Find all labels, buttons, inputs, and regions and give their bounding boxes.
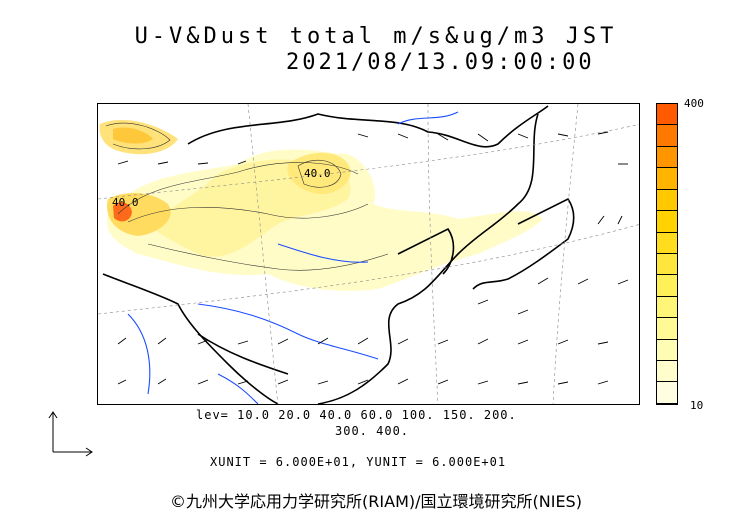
chart-datetime: 2021/08/13.09:00:00 — [286, 50, 595, 75]
colorbar-swatch — [657, 339, 677, 362]
chart-title: U-V&Dust total m/s&ug/m3 JST — [134, 24, 618, 49]
colorbar — [656, 103, 678, 405]
wind-vectors — [117, 131, 629, 385]
colorbar-swatch — [657, 361, 677, 383]
map-canvas: 40.0 40.0 — [98, 104, 639, 404]
colorbar-swatch — [657, 296, 677, 319]
colorbar-swatch — [657, 104, 677, 126]
reference-axes-icon — [48, 411, 93, 457]
dust-map: 40.0 40.0 — [97, 103, 640, 405]
colorbar-swatch — [657, 146, 677, 169]
copyright: ©九州大学応用力学研究所(RIAM)/国立環境研究所(NIES) — [170, 492, 582, 511]
colorbar-swatch — [657, 168, 677, 190]
coastlines — [102, 105, 575, 404]
colorbar-swatch — [657, 382, 677, 404]
contour-lines — [105, 122, 389, 271]
colorbar-swatch — [657, 253, 677, 276]
latlon-grid — [98, 104, 639, 404]
vector-units: XUNIT = 6.000E+01, YUNIT = 6.000E+01 — [210, 455, 507, 469]
colorbar-swatch — [657, 189, 677, 212]
contour-label-1: 40.0 — [304, 167, 331, 180]
colorbar-min-label: 10 — [690, 399, 704, 412]
colorbar-swatch — [657, 211, 677, 233]
dust-plume — [99, 119, 544, 291]
colorbar-swatch — [657, 318, 677, 340]
colorbar-swatch — [657, 275, 677, 297]
colorbar-swatch — [657, 232, 677, 254]
contour-levels-line2: 300. 400. — [335, 424, 410, 438]
contour-label-2: 40.0 — [112, 196, 139, 209]
contour-levels-line1: lev= 10.0 20.0 40.0 60.0 100. 150. 200. — [196, 408, 517, 422]
colorbar-swatch — [657, 125, 677, 147]
colorbar-max-label: 400 — [684, 97, 704, 110]
